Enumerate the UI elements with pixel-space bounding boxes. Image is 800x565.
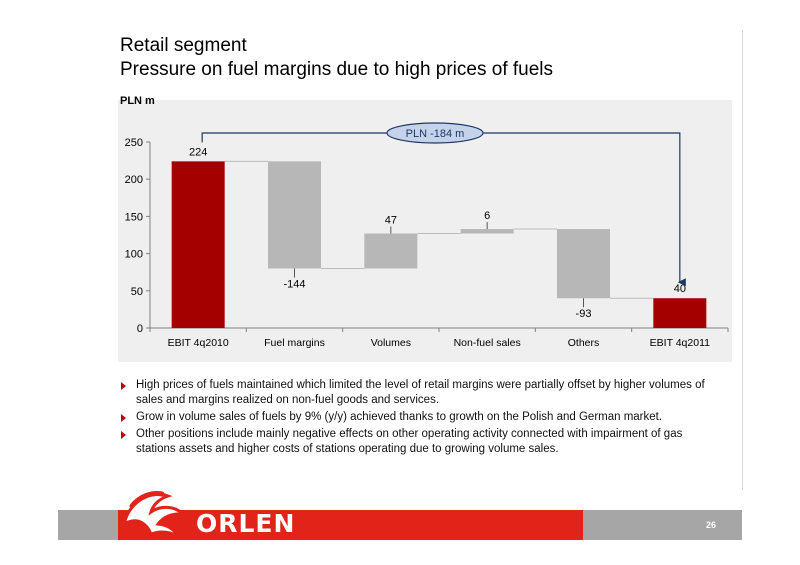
y-tick-label: 50 [131,286,143,298]
bar-delta [460,229,514,234]
orlen-eagle-logo-icon [121,491,187,540]
data-label: 6 [484,210,490,222]
bar-delta [268,161,321,269]
data-label: 40 [674,283,686,295]
bullet-arrow-icon [121,382,126,390]
y-tick-label: 150 [125,211,143,223]
waterfall-chart: 0 50 100 150 200 250 EBIT 4q2010 224 Fuel margi… [125,122,729,349]
bullet-text: High prices of fuels maintained which li… [136,379,705,406]
bar-total [653,298,707,328]
y-tick-label: 200 [125,174,143,186]
bullet-text: Other positions include mainly negative … [136,428,683,455]
title-line-2: Pressure on fuel margins due to high pri… [120,59,554,80]
bullet-text: Grow in volume sales of fuels by 9% (y/y… [136,411,663,423]
bullet-list: High prices of fuels maintained which li… [120,378,720,459]
bullet-item: Other positions include mainly negative … [120,427,720,457]
bullet-item: Grow in volume sales of fuels by 9% (y/y… [120,410,720,425]
callout-text: PLN -184 m [406,128,465,140]
bullet-arrow-icon [121,431,126,439]
callout-bubble [386,122,484,144]
right-divider [742,30,743,490]
x-tick-label: EBIT 4q2011 [650,337,710,349]
x-tick-label: Fuel margins [264,337,325,349]
bullet-item: High prices of fuels maintained which li… [120,378,720,408]
x-tick-label: Volumes [371,337,411,349]
x-tick-label: Others [568,337,600,349]
y-tick-label: 250 [125,137,143,149]
y-tick-label: 0 [137,323,143,335]
orlen-wordmark: ORLEN [196,509,296,538]
data-label: -144 [283,278,305,290]
x-tick-label: EBIT 4q2010 [168,337,229,349]
bullet-arrow-icon [121,414,126,422]
y-tick-label: 100 [125,249,143,261]
footer-band-red [118,510,583,540]
title-line-1: Retail segment [120,35,247,56]
bar-delta [557,229,610,299]
data-label: -93 [576,308,592,320]
data-label: 47 [385,215,397,227]
x-tick-label: Non-fuel sales [454,337,521,349]
bar-delta [364,233,418,269]
data-label: 224 [189,146,207,158]
chart-unit-label: PLN m [120,95,155,107]
slide-title: Retail segment Pressure on fuel margins … [120,34,553,82]
bar-total [171,161,225,328]
page-number: 26 [706,520,717,530]
